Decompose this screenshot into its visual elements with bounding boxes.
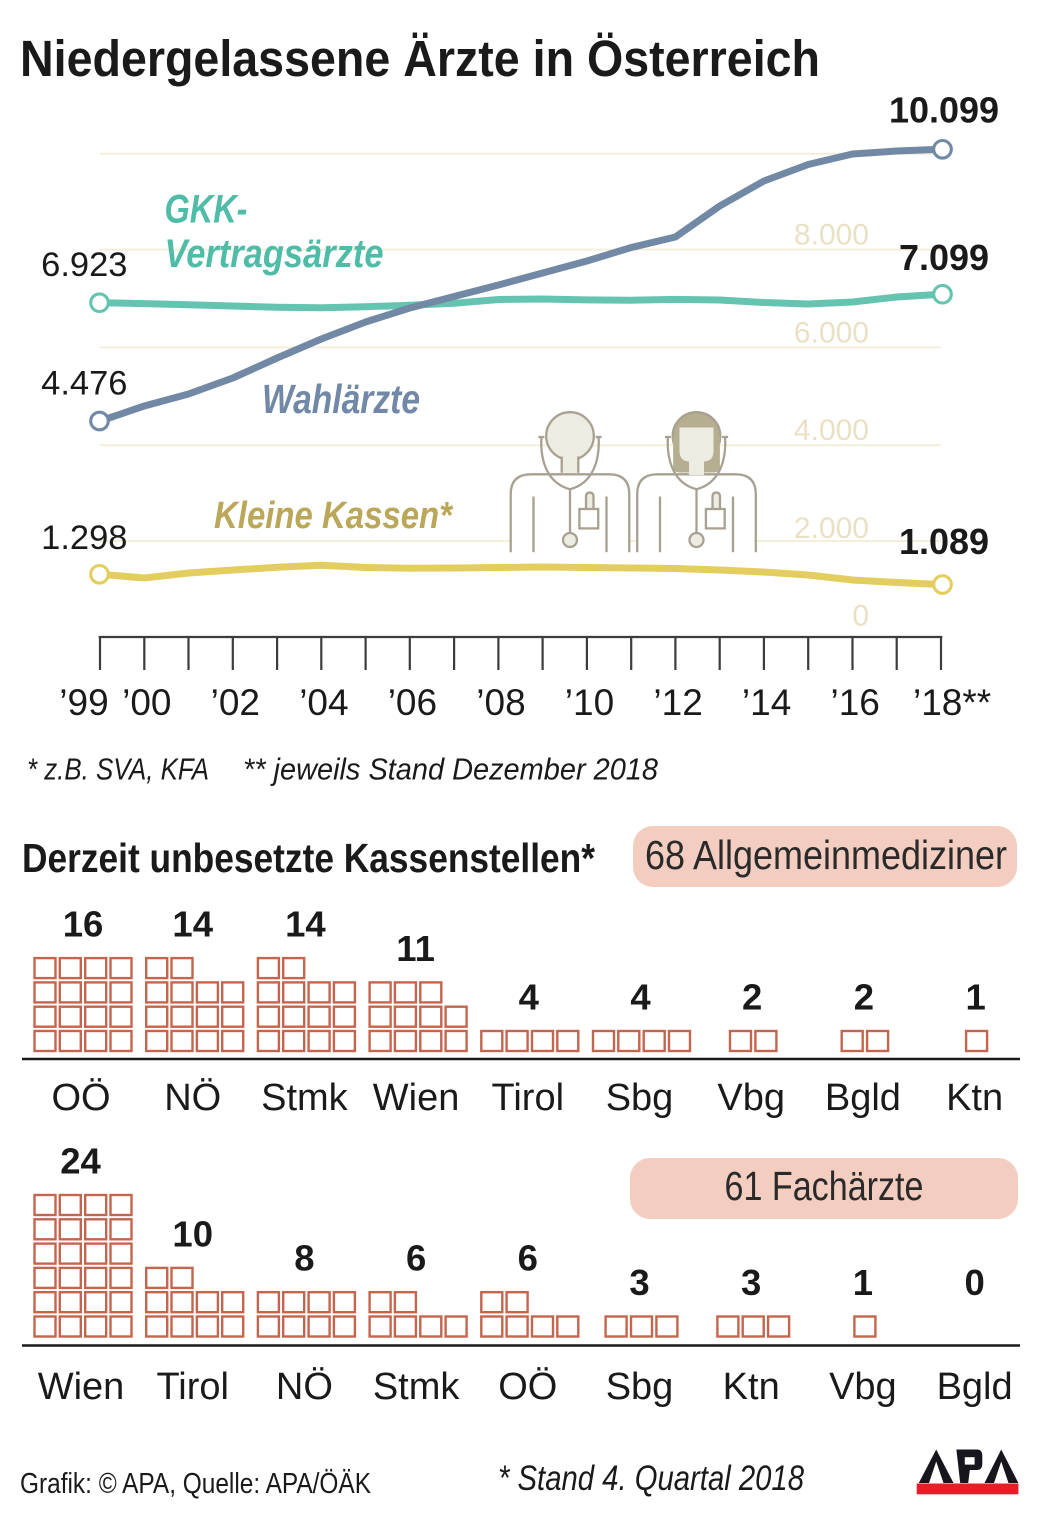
svg-text:Ktn: Ktn [723,1366,780,1408]
svg-text:10: 10 [172,1213,213,1254]
svg-text:6: 6 [518,1238,538,1279]
svg-text:Wahlärzte: Wahlärzte [262,376,420,422]
svg-text:14: 14 [172,904,213,945]
svg-text:24: 24 [60,1141,101,1182]
svg-text:6.000: 6.000 [794,316,869,349]
svg-text:’00: ’00 [122,682,171,723]
svg-text:Vbg: Vbg [829,1366,897,1408]
svg-text:4.000: 4.000 [794,414,869,447]
svg-text:Stmk: Stmk [373,1366,461,1408]
svg-text:4: 4 [630,977,651,1018]
svg-text:’16: ’16 [831,682,880,723]
svg-text:Tirol: Tirol [492,1077,564,1119]
svg-text:1.089: 1.089 [899,521,989,562]
svg-text:NÖ: NÖ [164,1077,221,1119]
svg-text:1.298: 1.298 [41,519,127,557]
svg-text:Vertragsärzte: Vertragsärzte [165,232,384,276]
svg-text:Sbg: Sbg [606,1366,674,1408]
svg-text:’10: ’10 [565,682,614,723]
svg-text:8: 8 [294,1238,314,1279]
svg-text:1: 1 [965,977,985,1018]
svg-text:6.923: 6.923 [41,246,127,284]
svg-text:GKK-: GKK- [165,188,248,232]
svg-text:2: 2 [854,977,874,1018]
svg-text:Bgld: Bgld [937,1366,1013,1408]
svg-text:68 Allgemeinmediziner: 68 Allgemeinmediziner [645,832,1007,878]
svg-text:* z.B. SVA, KFA: * z.B. SVA, KFA [27,752,209,787]
svg-text:Sbg: Sbg [606,1077,674,1119]
svg-text:Ktn: Ktn [946,1077,1003,1119]
svg-text:OÖ: OÖ [51,1077,110,1119]
svg-text:11: 11 [396,928,435,969]
svg-text:Bgld: Bgld [825,1077,901,1119]
svg-text:Tirol: Tirol [156,1366,228,1408]
svg-text:’14: ’14 [742,682,791,723]
svg-text:6: 6 [406,1238,426,1279]
svg-text:’99: ’99 [59,682,108,723]
svg-text:’12: ’12 [653,682,702,723]
svg-text:NÖ: NÖ [276,1366,333,1408]
svg-text:3: 3 [741,1262,761,1303]
svg-text:Wien: Wien [38,1366,125,1408]
svg-text:0: 0 [852,600,869,633]
svg-text:2: 2 [742,977,762,1018]
svg-text:2.000: 2.000 [794,512,869,545]
svg-text:7.099: 7.099 [899,237,989,278]
svg-text:* Stand 4. Quartal 2018: * Stand 4. Quartal 2018 [498,1459,804,1498]
svg-text:3: 3 [629,1262,649,1303]
svg-text:8.000: 8.000 [794,219,869,252]
svg-text:OÖ: OÖ [498,1366,557,1408]
svg-text:’06: ’06 [388,682,437,723]
svg-text:10.099: 10.099 [889,90,999,131]
svg-text:61 Fachärzte: 61 Fachärzte [725,1163,924,1209]
svg-text:0: 0 [964,1262,984,1303]
svg-text:’02: ’02 [211,682,260,723]
svg-text:’08: ’08 [476,682,525,723]
svg-text:4: 4 [519,977,540,1018]
svg-text:16: 16 [63,904,104,945]
svg-text:Niedergelassene Ärzte in Öster: Niedergelassene Ärzte in Österreich [20,30,820,87]
svg-text:Wien: Wien [373,1077,460,1119]
svg-text:1: 1 [853,1262,873,1303]
svg-text:Kleine Kassen*: Kleine Kassen* [214,495,454,537]
svg-text:Stmk: Stmk [261,1077,349,1119]
svg-text:Grafik: © APA, Quelle: APA/ÖÄK: Grafik: © APA, Quelle: APA/ÖÄK [20,1468,372,1500]
svg-text:’18**: ’18** [913,682,991,723]
svg-text:4.476: 4.476 [41,365,127,403]
svg-text:’04: ’04 [299,682,348,723]
svg-text:Vbg: Vbg [717,1077,785,1119]
svg-text:** jeweils Stand Dezember 2018: ** jeweils Stand Dezember 2018 [243,752,659,787]
svg-text:Derzeit unbesetzte Kassenstell: Derzeit unbesetzte Kassenstellen* [22,835,595,881]
svg-text:14: 14 [285,904,326,945]
